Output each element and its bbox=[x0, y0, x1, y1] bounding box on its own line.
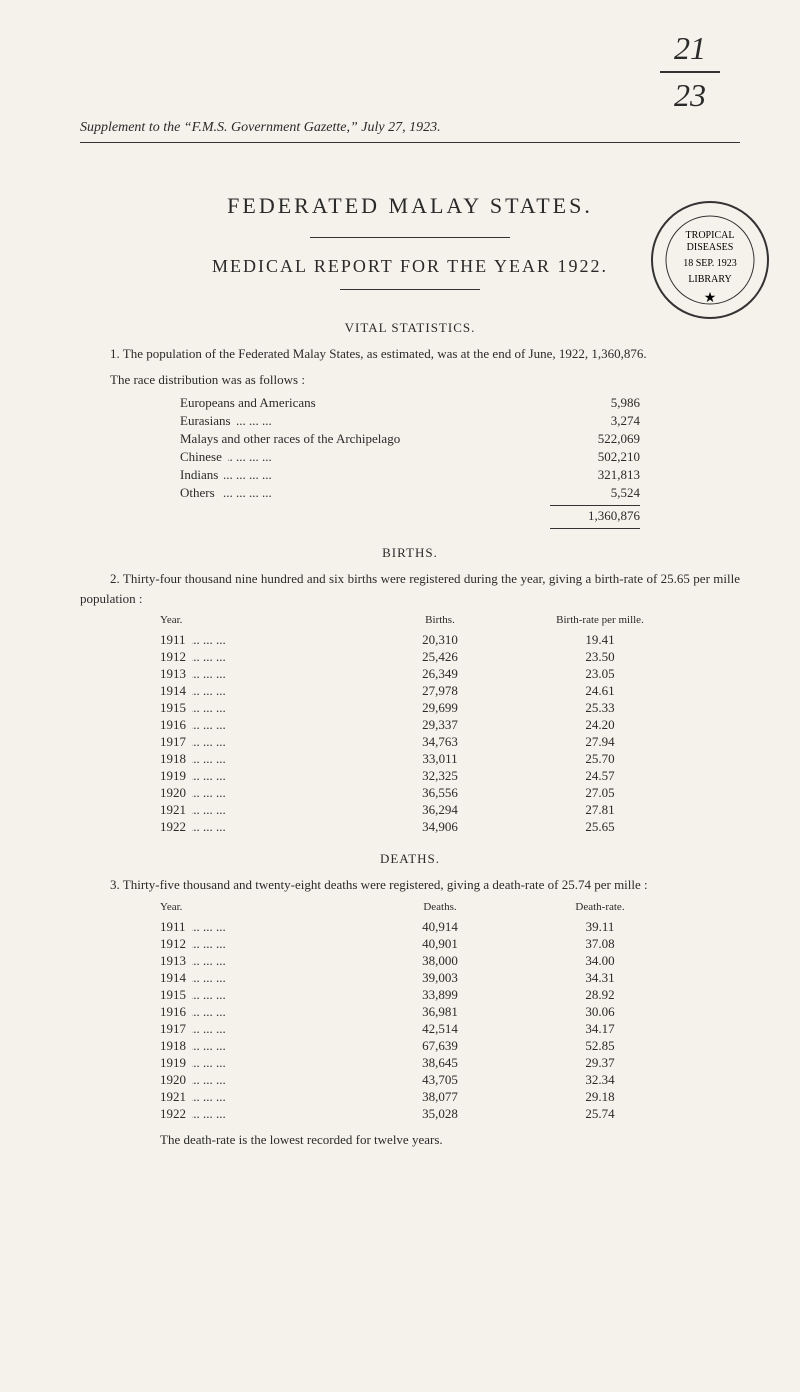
table-row: 192036,55627.05 bbox=[160, 785, 680, 801]
table-row: 191938,64529.37 bbox=[160, 1055, 680, 1071]
seal-library: LIBRARY bbox=[688, 274, 731, 285]
handwritten-corner: 21 23 bbox=[660, 30, 720, 114]
table-row: 191734,76327.94 bbox=[160, 734, 680, 750]
deaths-header: Year. Deaths. Death-rate. bbox=[160, 901, 680, 913]
table-row: 191326,34923.05 bbox=[160, 666, 680, 682]
supplement-line: Supplement to the “F.M.S. Government Gaz… bbox=[80, 120, 740, 143]
handwritten-rule bbox=[660, 71, 720, 73]
table-row: 191427,97824.61 bbox=[160, 683, 680, 699]
table-row: 192138,07729.18 bbox=[160, 1089, 680, 1105]
sub-title: MEDICAL REPORT FOR THE YEAR 1922. bbox=[80, 256, 740, 277]
table-row: Chinese502,210 bbox=[180, 449, 640, 465]
handwritten-num2: 23 bbox=[660, 77, 720, 114]
vital-heading: VITAL STATISTICS. bbox=[80, 320, 740, 336]
deaths-heading: DEATHS. bbox=[80, 851, 740, 867]
table-row: 191240,90137.08 bbox=[160, 936, 680, 952]
seal-date: 18 SEP. 1923 bbox=[683, 258, 737, 269]
table-row: 191533,89928.92 bbox=[160, 987, 680, 1003]
total-rule-bottom bbox=[550, 528, 640, 529]
handwritten-num1: 21 bbox=[660, 30, 720, 67]
table-row: 192235,02825.74 bbox=[160, 1106, 680, 1122]
table-row: Malays and other races of the Archipelag… bbox=[180, 431, 640, 447]
deaths-para: 3. Thirty-five thousand and twenty-eight… bbox=[80, 875, 740, 895]
births-header: Year. Births. Birth-rate per mille. bbox=[160, 614, 680, 626]
table-row: 191742,51434.17 bbox=[160, 1021, 680, 1037]
table-row: Others5,524 bbox=[180, 485, 640, 501]
table-row: 191932,32524.57 bbox=[160, 768, 680, 784]
title-rule bbox=[310, 237, 510, 238]
table-row: 191529,69925.33 bbox=[160, 700, 680, 716]
table-row: Eurasians3,274 bbox=[180, 413, 640, 429]
table-row: 191636,98130.06 bbox=[160, 1004, 680, 1020]
table-row: Indians321,813 bbox=[180, 467, 640, 483]
seal-diseases: DISEASES bbox=[687, 242, 734, 253]
table-row: 192136,29427.81 bbox=[160, 802, 680, 818]
births-table: Year. Births. Birth-rate per mille. 1911… bbox=[160, 614, 740, 835]
table-row: 191120,31019.41 bbox=[160, 632, 680, 648]
race-table: Europeans and Americans5,986 Eurasians3,… bbox=[180, 395, 740, 501]
table-row: 192043,70532.34 bbox=[160, 1072, 680, 1088]
library-stamp: TROPICAL DISEASES 18 SEP. 1923 LIBRARY ★ bbox=[650, 200, 770, 320]
deaths-footer: The death-rate is the lowest recorded fo… bbox=[160, 1132, 740, 1148]
total-rule bbox=[550, 505, 640, 506]
table-row: 191140,91439.11 bbox=[160, 919, 680, 935]
table-row: 191225,42623.50 bbox=[160, 649, 680, 665]
vital-para2: The race distribution was as follows : bbox=[80, 370, 740, 390]
main-title: FEDERATED MALAY STATES. bbox=[80, 193, 740, 219]
seal-star: ★ bbox=[704, 291, 717, 306]
table-row: 191867,63952.85 bbox=[160, 1038, 680, 1054]
race-total: 1,360,876 bbox=[80, 508, 640, 524]
seal-tropical: TROPICAL bbox=[686, 230, 735, 241]
table-row: 191338,00034.00 bbox=[160, 953, 680, 969]
table-row: 191439,00334.31 bbox=[160, 970, 680, 986]
births-heading: BIRTHS. bbox=[80, 545, 740, 561]
vital-para1: 1. The population of the Federated Malay… bbox=[80, 344, 740, 364]
deaths-table: Year. Deaths. Death-rate. 191140,91439.1… bbox=[160, 901, 740, 1122]
births-para: 2. Thirty-four thousand nine hundred and… bbox=[80, 569, 740, 608]
sub-rule bbox=[340, 289, 480, 290]
table-row: 192234,90625.65 bbox=[160, 819, 680, 835]
table-row: 191833,01125.70 bbox=[160, 751, 680, 767]
table-row: 191629,33724.20 bbox=[160, 717, 680, 733]
table-row: Europeans and Americans5,986 bbox=[180, 395, 640, 411]
